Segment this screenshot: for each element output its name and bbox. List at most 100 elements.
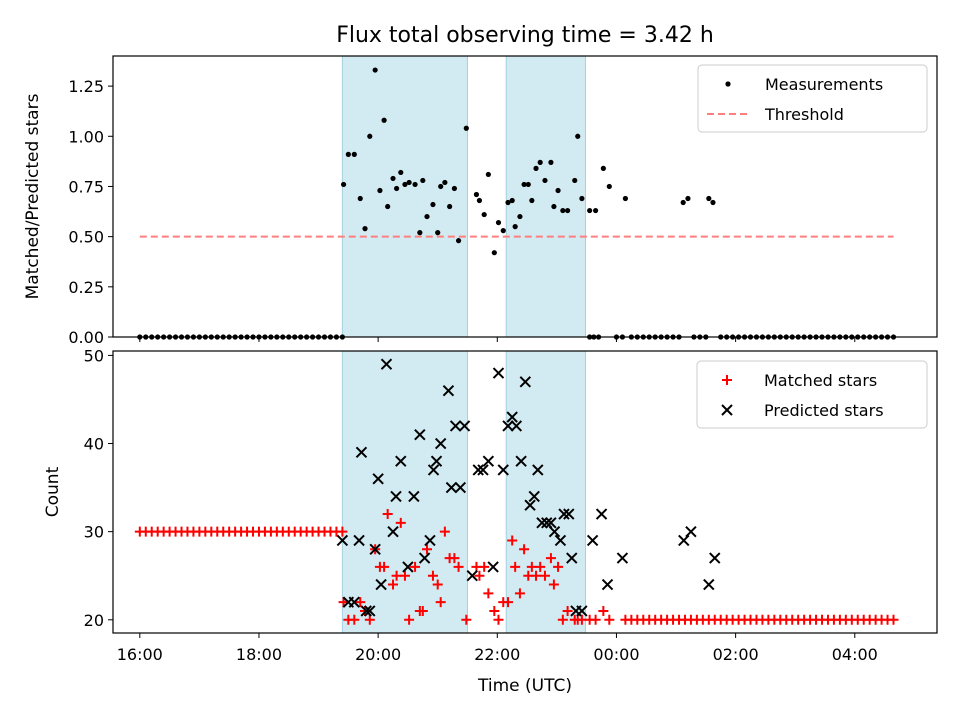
predicted-point <box>678 534 690 547</box>
predicted-point <box>545 517 557 529</box>
matched-point <box>510 561 521 572</box>
measurement-point <box>606 183 612 190</box>
predicted-point <box>434 437 447 450</box>
predicted-point <box>353 534 365 547</box>
predicted-point <box>380 358 393 370</box>
predicted-point <box>355 446 368 459</box>
x-tick-label: 02:00 <box>713 645 759 664</box>
predicted-point <box>408 490 420 503</box>
x-tick-label: 22:00 <box>474 645 520 664</box>
matched-point <box>337 526 348 537</box>
x-axis-label: Time (UTC) <box>477 676 572 696</box>
predicted-point <box>375 578 387 591</box>
predicted-point <box>424 534 436 547</box>
measurement-point <box>495 219 502 226</box>
measurement-point <box>525 181 531 188</box>
measurement-point <box>509 197 515 204</box>
matched-point <box>388 579 399 590</box>
measurement-point <box>394 185 400 192</box>
matched-point <box>382 509 393 520</box>
y-tick-label: 40 <box>84 435 104 454</box>
y-axis-label: Count <box>43 466 63 517</box>
predicted-point <box>554 534 567 547</box>
predicted-point <box>487 561 499 573</box>
matched-point <box>349 614 360 625</box>
predicted-point <box>336 534 349 547</box>
predicted-point <box>548 525 561 538</box>
legend-label: Measurements <box>765 75 883 94</box>
measurement-point <box>340 181 347 188</box>
y-tick-label: 0.50 <box>68 228 104 247</box>
predicted-point <box>372 473 384 485</box>
y-tick-label: 1.25 <box>68 77 104 96</box>
matched-point <box>404 614 415 625</box>
predicted-point <box>502 420 514 432</box>
measurement-point <box>377 187 383 194</box>
measurement-point <box>455 238 462 244</box>
matched-point <box>391 570 402 581</box>
measurement-point <box>579 195 585 202</box>
predicted-point <box>414 429 426 441</box>
measurement-point <box>529 197 535 204</box>
y-tick-label: 30 <box>84 523 104 542</box>
predicted-point <box>703 578 715 591</box>
measurement-point <box>351 151 357 157</box>
matched-point <box>888 614 899 625</box>
predicted-point <box>360 605 372 617</box>
matched-point <box>519 544 530 555</box>
predicted-point <box>563 508 575 520</box>
predicted-point <box>442 384 455 397</box>
y-tick-label: 0.75 <box>68 177 104 196</box>
predicted-point <box>466 570 478 582</box>
matched-point <box>395 517 406 528</box>
matched-point <box>514 588 525 599</box>
matched-point <box>557 614 568 625</box>
measurement-point <box>512 224 518 230</box>
matched-point <box>421 544 432 555</box>
predicted-point <box>566 552 578 564</box>
predicted-point <box>445 481 458 494</box>
predicted-point <box>528 490 540 503</box>
x-tick-label: 04:00 <box>832 645 878 664</box>
measurement-point <box>555 187 561 194</box>
measurement-point <box>491 250 497 256</box>
measurement-point <box>551 203 557 210</box>
matched-point <box>590 614 601 625</box>
measurement-point <box>706 195 712 202</box>
chart-title: Flux total observing time = 3.42 h <box>336 23 714 48</box>
matched-point <box>539 570 550 581</box>
measurement-point <box>572 177 578 184</box>
measurement-point <box>430 201 436 208</box>
matched-point <box>479 561 490 572</box>
predicted-point <box>482 455 495 467</box>
measurement-point <box>420 177 426 184</box>
measurement-point <box>485 171 491 178</box>
shaded-interval <box>342 56 468 337</box>
legend-marker-predicted <box>721 404 733 416</box>
axes-frame <box>112 350 938 634</box>
matched-point <box>410 561 421 572</box>
matched-point <box>399 570 410 581</box>
y-tick-label: 0.25 <box>68 278 104 297</box>
predicted-point <box>402 561 414 573</box>
x-tick-label: 20:00 <box>355 645 401 664</box>
measurement-point <box>587 207 593 214</box>
measurement-point <box>345 151 351 157</box>
matched-point <box>531 570 542 581</box>
predicted-point <box>576 605 588 617</box>
predicted-point <box>510 420 523 432</box>
predicted-point <box>586 534 599 547</box>
matched-point <box>535 561 546 572</box>
matched-point <box>604 614 615 625</box>
measurement-point <box>500 228 506 234</box>
matched-point <box>483 588 494 599</box>
measurement-point <box>438 183 444 190</box>
matched-point <box>432 579 443 590</box>
measurement-point <box>417 230 423 236</box>
shaded-interval <box>342 351 468 633</box>
measurement-point <box>367 133 373 139</box>
measurement-point <box>385 203 391 210</box>
shaded-interval <box>506 56 586 337</box>
predicted-point <box>497 464 509 476</box>
predicted-point <box>427 464 440 476</box>
